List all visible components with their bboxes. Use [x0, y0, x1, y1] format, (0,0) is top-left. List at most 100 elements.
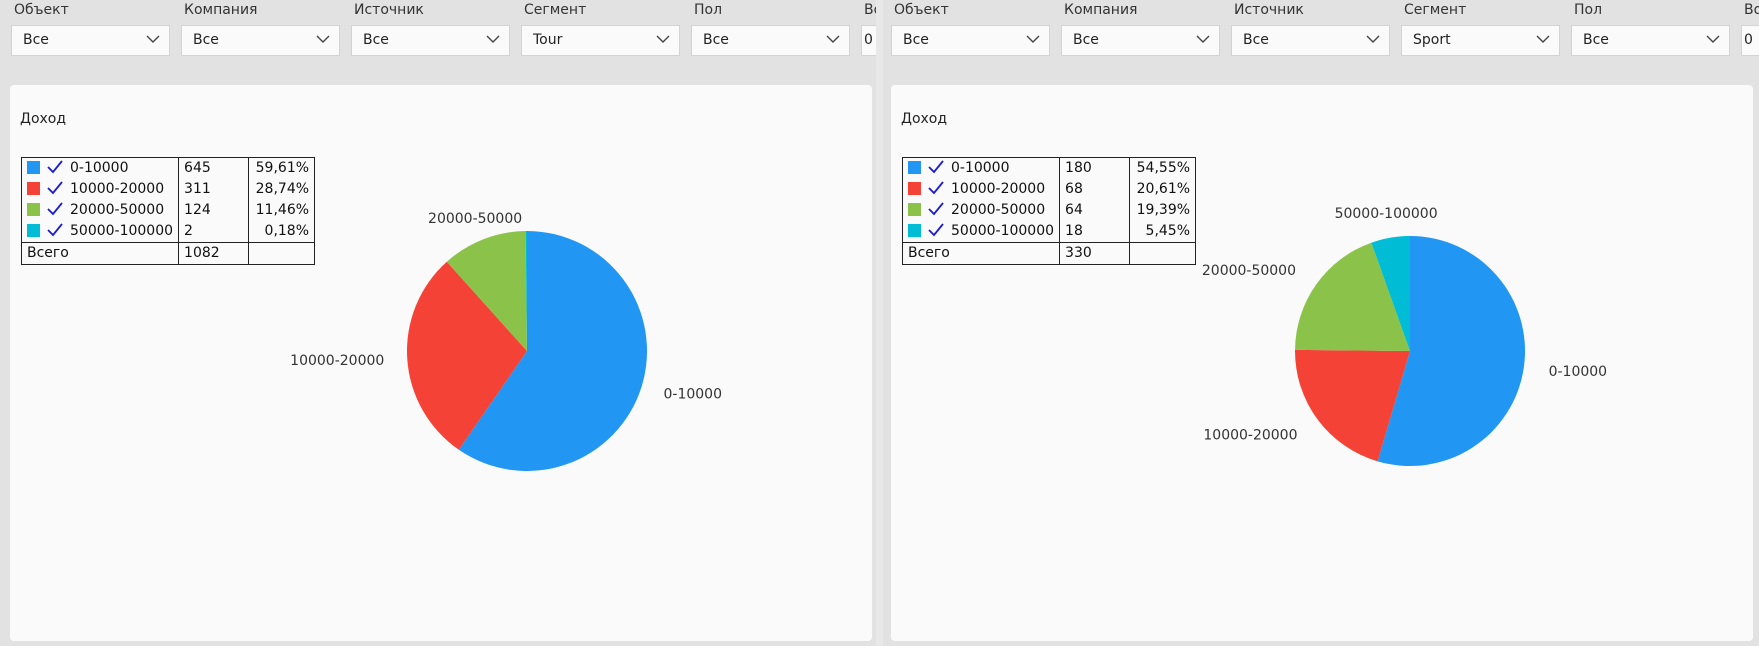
- select-value: Все: [23, 32, 49, 48]
- legend-label: 50000-100000: [70, 223, 174, 239]
- color-swatch: [908, 224, 921, 237]
- legend-row[interactable]: 10000-20000 68 20,61%: [901, 179, 1197, 200]
- pie-slice-20000-50000[interactable]: [446, 231, 527, 351]
- legend-count: 18: [1059, 221, 1131, 243]
- income-chart-card: Доход 0-10000 645 59,61% 10000-20000 311…: [10, 85, 872, 641]
- legend-label: 20000-50000: [951, 202, 1046, 218]
- gender-select[interactable]: Все: [691, 25, 850, 56]
- dashboard-panel-right: Объект Все Компания Все Источник Все Сег…: [883, 0, 1759, 646]
- filter-label: Пол: [1574, 2, 1603, 18]
- age-select[interactable]: 0: [1741, 25, 1759, 56]
- total-value: 330: [1059, 242, 1131, 265]
- source-select[interactable]: Все: [351, 25, 510, 56]
- pie-slice-0-10000[interactable]: [1377, 235, 1526, 466]
- filter-label: Сегмент: [524, 2, 587, 18]
- segment-select[interactable]: Sport: [1401, 25, 1560, 56]
- check-icon[interactable]: [927, 201, 945, 217]
- pie-chart: 0-10000 10000-20000 20000-50000 50000-10000…: [1202, 206, 1608, 466]
- select-value: Tour: [533, 32, 563, 48]
- pie-slice-10000-20000[interactable]: [407, 261, 527, 450]
- pie-slice-label: 20000-50000: [428, 211, 522, 227]
- filter-label: Компания: [184, 2, 258, 18]
- check-icon[interactable]: [927, 159, 945, 175]
- object-select[interactable]: Все: [11, 25, 170, 56]
- filter-label: Сегмент: [1404, 2, 1467, 18]
- select-value: 0: [1744, 32, 1753, 48]
- legend-row[interactable]: 20000-50000 124 11,46%: [20, 200, 316, 221]
- color-swatch: [908, 161, 921, 174]
- chevron-down-icon: [1196, 35, 1210, 43]
- legend-table: 0-10000 645 59,61% 10000-20000 311 28,74…: [20, 157, 316, 265]
- segment-select[interactable]: Tour: [521, 25, 680, 56]
- legend-percent: 28,74%: [248, 179, 316, 200]
- legend-count: 645: [178, 157, 250, 179]
- gender-select[interactable]: Все: [1571, 25, 1730, 56]
- legend-label: 0-10000: [951, 160, 1010, 176]
- company-select[interactable]: Все: [181, 25, 340, 56]
- check-icon[interactable]: [927, 222, 945, 238]
- select-value: Все: [1583, 32, 1609, 48]
- legend-count: 64: [1059, 200, 1131, 221]
- select-value: Все: [1243, 32, 1269, 48]
- select-value: Все: [903, 32, 929, 48]
- filter-label: Во: [1744, 2, 1759, 18]
- filter-label: Объект: [894, 2, 949, 18]
- filter-bar: Объект Все Компания Все Источник Все Сег…: [0, 0, 876, 60]
- total-label: Всего: [20, 242, 180, 265]
- color-swatch: [908, 182, 921, 195]
- filter-label: Пол: [694, 2, 723, 18]
- legend-row[interactable]: 20000-50000 64 19,39%: [901, 200, 1197, 221]
- select-value: Все: [703, 32, 729, 48]
- filter-label: Источник: [354, 2, 424, 18]
- pie-slice-10000-20000[interactable]: [1295, 349, 1410, 462]
- chevron-down-icon: [1366, 35, 1380, 43]
- panel-divider: [876, 0, 883, 646]
- filter-bar: Объект Все Компания Все Источник Все Сег…: [883, 0, 1759, 60]
- check-icon[interactable]: [46, 159, 64, 175]
- select-value: Все: [1073, 32, 1099, 48]
- pie-slice-0-10000[interactable]: [458, 231, 648, 471]
- pie-slice-50000-100000[interactable]: [1371, 236, 1410, 351]
- legend-label: 50000-100000: [951, 223, 1055, 239]
- pie-chart: 0-10000 10000-20000 20000-50000: [290, 211, 722, 471]
- company-select[interactable]: Все: [1061, 25, 1220, 56]
- legend-label: 20000-50000: [70, 202, 165, 218]
- legend-row[interactable]: 10000-20000 311 28,74%: [20, 179, 316, 200]
- legend-row[interactable]: 0-10000 180 54,55%: [901, 157, 1197, 179]
- age-select[interactable]: 0: [861, 25, 876, 56]
- legend-row[interactable]: 0-10000 645 59,61%: [20, 157, 316, 179]
- legend-label: 10000-20000: [70, 181, 165, 197]
- source-select[interactable]: Все: [1231, 25, 1390, 56]
- legend-percent: 59,61%: [248, 157, 316, 179]
- legend-percent: 20,61%: [1129, 179, 1197, 200]
- income-chart-card: Доход 0-10000 180 54,55% 10000-20000 68 …: [891, 85, 1753, 641]
- total-value: 1082: [178, 242, 250, 265]
- select-value: 0: [864, 32, 873, 48]
- filter-label: Источник: [1234, 2, 1304, 18]
- chevron-down-icon: [1706, 35, 1720, 43]
- check-icon[interactable]: [46, 180, 64, 196]
- chevron-down-icon: [146, 35, 160, 43]
- pie-slice-50000-100000[interactable]: [525, 231, 527, 351]
- legend-table: 0-10000 180 54,55% 10000-20000 68 20,61%…: [901, 157, 1197, 265]
- color-swatch: [908, 203, 921, 216]
- legend-row[interactable]: 50000-100000 18 5,45%: [901, 221, 1197, 243]
- chevron-down-icon: [656, 35, 670, 43]
- legend-row[interactable]: 50000-100000 2 0,18%: [20, 221, 316, 243]
- legend-percent: 54,55%: [1129, 157, 1197, 179]
- chart-title: Доход: [20, 111, 67, 127]
- chevron-down-icon: [316, 35, 330, 43]
- check-icon[interactable]: [46, 222, 64, 238]
- select-value: Все: [363, 32, 389, 48]
- color-swatch: [27, 161, 40, 174]
- pie-slice-20000-50000[interactable]: [1295, 242, 1410, 351]
- check-icon[interactable]: [46, 201, 64, 217]
- chart-title: Доход: [901, 111, 948, 127]
- color-swatch: [27, 224, 40, 237]
- filter-label: Компания: [1064, 2, 1138, 18]
- pie-slice-label: 0-10000: [1549, 364, 1608, 380]
- object-select[interactable]: Все: [891, 25, 1050, 56]
- check-icon[interactable]: [927, 180, 945, 196]
- dashboard-panel-left: Объект Все Компания Все Источник Все Сег…: [0, 0, 876, 646]
- chevron-down-icon: [486, 35, 500, 43]
